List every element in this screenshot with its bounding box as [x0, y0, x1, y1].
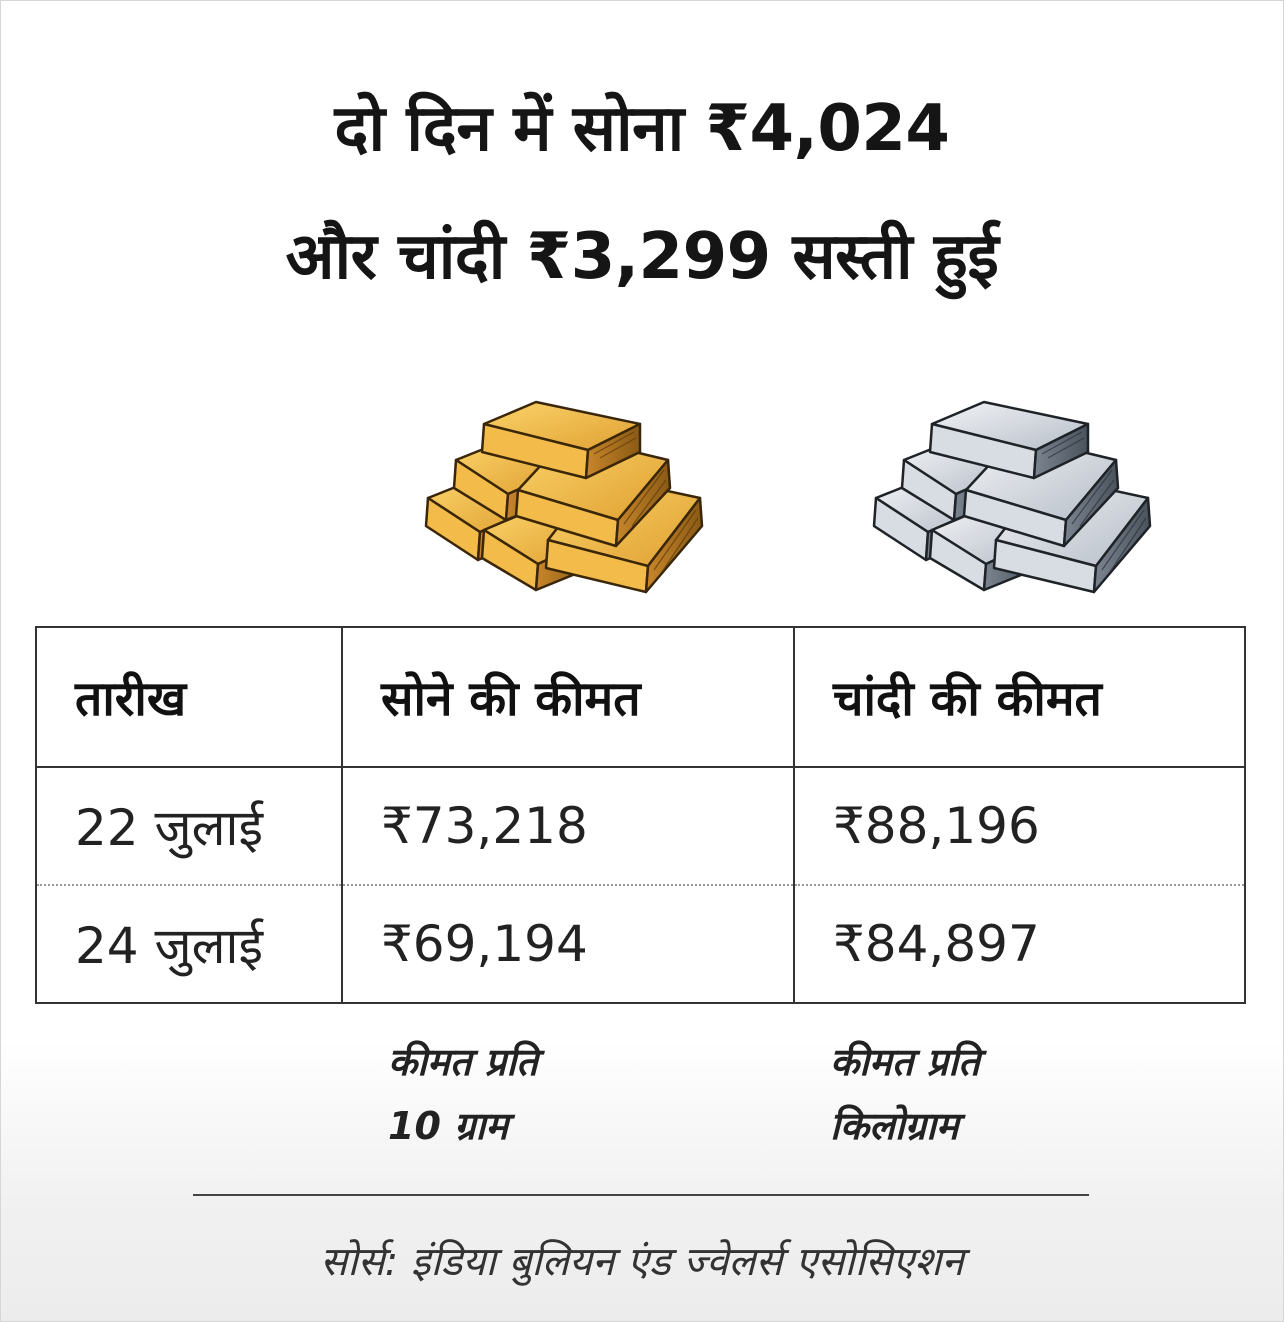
headline-line-2: और चांदी ₹3,299 सस्ती हुई: [285, 220, 999, 294]
gold-bars-icon: [424, 400, 704, 594]
cell-gold-price: ₹73,218: [341, 767, 795, 886]
gold-unit-note-line-1: कीमत प्रति: [388, 1040, 538, 1084]
silver-unit-note-line-1: कीमत प्रति: [830, 1040, 980, 1084]
cell-date: 24 जुलाई: [35, 885, 343, 1003]
divider: [193, 1194, 1089, 1196]
silver-bars-icon: [872, 400, 1152, 594]
table-row: 22 जुलाई ₹73,218 ₹88,196: [35, 767, 1246, 886]
cell-date: 22 जुलाई: [35, 767, 343, 886]
price-table: तारीख सोने की कीमत चांदी की कीमत 22 जुला…: [35, 626, 1246, 1004]
header-date: तारीख: [35, 627, 343, 768]
cell-gold-price: ₹69,194: [341, 885, 795, 1003]
table-header-row: तारीख सोने की कीमत चांदी की कीमत: [35, 627, 1246, 768]
headline-line-1: दो दिन में सोना ₹4,024: [334, 92, 950, 166]
header-gold-price: सोने की कीमत: [341, 627, 795, 768]
silver-unit-note: कीमत प्रति किलोग्राम: [830, 1030, 980, 1158]
source-credit: सोर्स: इंडिया बुलियन एंड ज्वेलर्स एसोसिए…: [320, 1239, 964, 1285]
gold-unit-note: कीमत प्रति 10 ग्राम: [388, 1030, 538, 1158]
silver-unit-note-line-2: किलोग्राम: [830, 1104, 959, 1148]
cell-silver-price: ₹84,897: [793, 885, 1246, 1003]
cell-silver-price: ₹88,196: [793, 767, 1246, 886]
table-row: 24 जुलाई ₹69,194 ₹84,897: [35, 885, 1246, 1003]
gold-unit-note-line-2: 10 ग्राम: [388, 1104, 509, 1148]
header-silver-price: चांदी की कीमत: [793, 627, 1246, 768]
